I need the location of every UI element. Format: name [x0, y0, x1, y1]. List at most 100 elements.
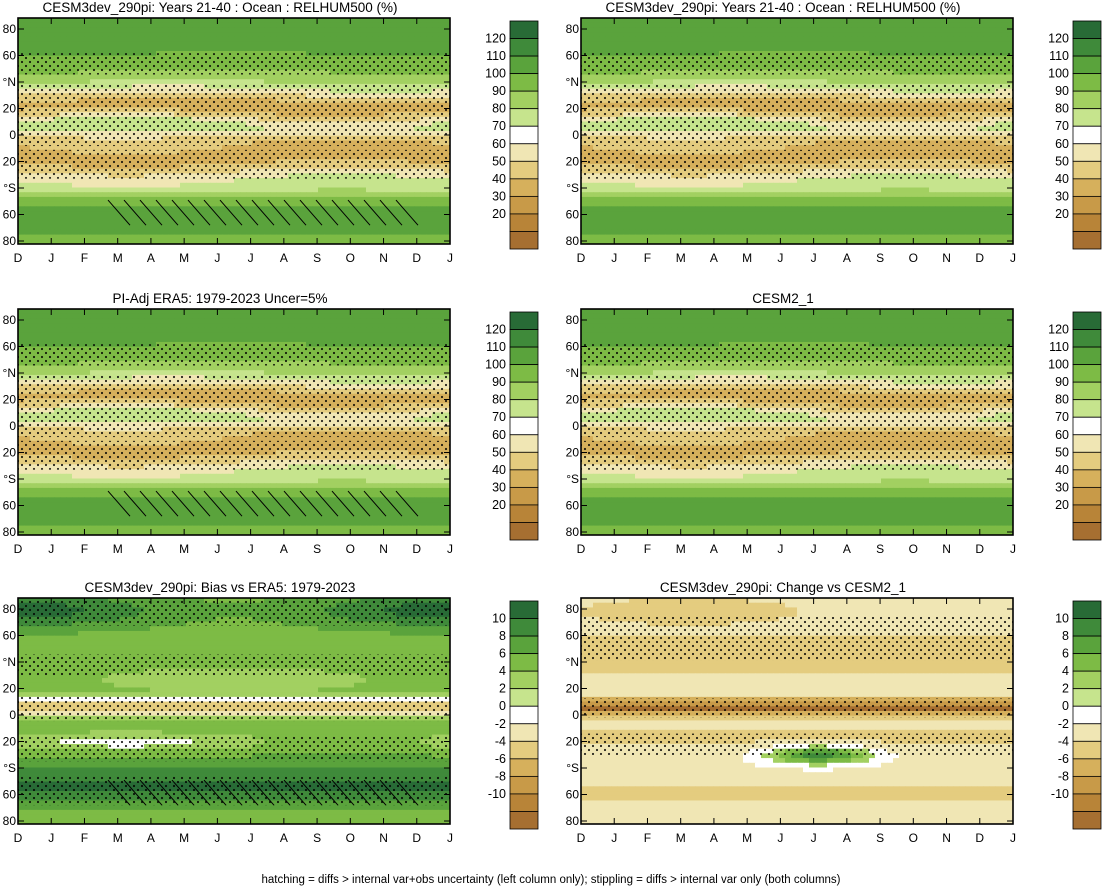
y-tick-label: 60	[3, 49, 17, 63]
colorbar-swatch	[509, 723, 539, 742]
colorbar-swatch	[1072, 618, 1102, 637]
colorbar-label: 50	[492, 154, 506, 168]
colorbar-label: 30	[492, 480, 506, 494]
x-tick-label: M	[742, 542, 752, 556]
colorbar-swatch	[1072, 705, 1102, 725]
colorbar-swatch	[1072, 73, 1102, 92]
colorbar-label: 0	[499, 699, 506, 713]
heatmap-field	[581, 598, 1013, 824]
x-tick-label: F	[81, 542, 88, 556]
x-tick-label: M	[742, 831, 752, 845]
stipple-region	[18, 149, 450, 179]
y-tick-label: 80	[3, 602, 17, 616]
stipple-region	[581, 698, 1013, 718]
colorbar-swatch	[509, 213, 539, 232]
colorbar-label: 60	[492, 137, 506, 151]
y-tick-label: 20	[566, 102, 580, 116]
colorbar-swatch	[509, 504, 539, 523]
y-tick-label: 20	[3, 735, 17, 749]
panel-svg: 80 60 °N 20 0 20 °S 60 80 D J F M A M J J A S O N D J 120 110 100…	[3, 17, 539, 265]
x-tick-label: S	[313, 542, 321, 556]
x-tick-label: M	[676, 542, 686, 556]
colorbar-swatch	[1072, 793, 1102, 812]
colorbar-swatch	[1072, 653, 1102, 672]
colorbar-swatch	[509, 618, 539, 637]
y-tick-label: 20	[3, 446, 17, 460]
x-tick-label: J	[1010, 251, 1016, 265]
x-tick-label: J	[777, 251, 783, 265]
y-tick-label: 20	[566, 155, 580, 169]
x-tick-label: J	[777, 542, 783, 556]
colorbar-swatch	[1072, 381, 1102, 401]
y-tick-label: 60	[566, 499, 580, 513]
colorbar-swatch	[1072, 469, 1102, 488]
y-tick-label: °S	[566, 181, 579, 195]
y-tick-label: 80	[566, 22, 580, 36]
x-tick-label: J	[1010, 542, 1016, 556]
y-tick-label: 0	[9, 128, 16, 142]
y-tick-label: 80	[566, 525, 580, 539]
colorbar-swatch	[509, 231, 539, 250]
x-tick-label: A	[147, 831, 155, 845]
colorbar-swatch	[509, 486, 539, 506]
stipple-region	[18, 344, 450, 366]
colorbar-swatch	[1072, 723, 1102, 742]
colorbar-label: 2	[499, 682, 506, 696]
colorbar-swatch	[509, 793, 539, 812]
x-tick-label: A	[147, 542, 155, 556]
colorbar-swatch	[1072, 160, 1102, 180]
colorbar-label: 60	[1055, 137, 1069, 151]
colorbar-swatch	[1072, 451, 1102, 471]
panel-title: CESM3dev_290pi: Years 21-40 : Ocean : RE…	[563, 0, 1003, 16]
stipple-region	[581, 149, 1013, 179]
colorbar-label: -4	[1058, 734, 1069, 748]
colorbar-swatch	[1072, 504, 1102, 523]
colorbar-swatch	[509, 451, 539, 471]
y-tick-label: 60	[3, 788, 17, 802]
x-tick-label: J	[214, 831, 220, 845]
colorbar-swatch	[509, 635, 539, 655]
hatch-region	[107, 490, 419, 517]
y-tick-label: 20	[3, 102, 17, 116]
plot-frame	[17, 17, 451, 245]
heatmap-field	[18, 18, 450, 244]
x-tick-label: D	[577, 831, 586, 845]
y-tick-label: °N	[566, 366, 579, 380]
colorbar-swatch	[509, 670, 539, 690]
y-tick-label: °N	[3, 366, 16, 380]
y-tick-label: °S	[3, 472, 16, 486]
plot-frame	[17, 597, 451, 825]
colorbar-label: 90	[492, 375, 506, 389]
colorbar-label: 90	[1055, 84, 1069, 98]
x-tick-label: D	[14, 542, 23, 556]
x-tick-label: A	[280, 251, 288, 265]
x-tick-label: D	[975, 831, 984, 845]
x-tick-label: J	[811, 251, 817, 265]
colorbar-swatch	[1072, 108, 1102, 127]
colorbar-swatch	[509, 178, 539, 197]
colorbar: 120 110 100 90 80 70 60 50 40 30 20	[485, 311, 539, 541]
panel-p6: CESM3dev_290pi: Change vs CESM2_1 80 60 °N 2…	[563, 580, 1102, 865]
y-tick-label: °S	[3, 761, 16, 775]
colorbar-swatch	[509, 38, 539, 57]
y-tick-label: 80	[3, 814, 17, 828]
x-tick-label: S	[313, 251, 321, 265]
colorbar-swatch	[1072, 416, 1102, 436]
stipple-region	[18, 374, 450, 438]
y-tick-label: 20	[3, 682, 17, 696]
colorbar-swatch	[509, 55, 539, 75]
y-tick-label: 80	[3, 22, 17, 36]
colorbar-swatch	[1072, 399, 1102, 418]
plot-frame	[580, 308, 1014, 536]
colorbar-label: 50	[1055, 445, 1069, 459]
heatmap-field	[18, 598, 450, 824]
x-tick-label: O	[346, 831, 355, 845]
x-tick-label: J	[48, 542, 54, 556]
x-tick-label: A	[280, 542, 288, 556]
x-tick-label: N	[379, 542, 388, 556]
colorbar-label: 90	[492, 84, 506, 98]
x-tick-label: M	[676, 251, 686, 265]
plot-frame	[580, 597, 1014, 825]
x-tick-label: N	[379, 831, 388, 845]
colorbar-swatch	[509, 775, 539, 795]
